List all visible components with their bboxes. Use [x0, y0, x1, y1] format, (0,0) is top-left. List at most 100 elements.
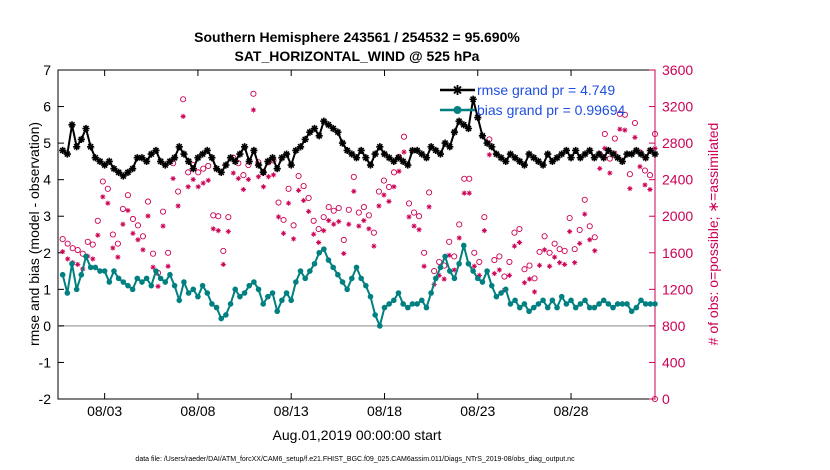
obs-possible-marker [74, 246, 81, 254]
obs-assimilated-marker [652, 145, 658, 151]
bias-point [297, 268, 304, 274]
rmse-point [483, 139, 491, 147]
obs-possible-marker [481, 214, 488, 221]
rmse-point [105, 157, 113, 165]
obs-possible-marker [446, 238, 453, 245]
right-tick-label: 1600 [662, 245, 693, 261]
x-axis: 08/03 08/08 08/13 08/18 08/23 08/28 [87, 70, 589, 419]
obs-assimilated-marker [215, 228, 221, 234]
bias-point [446, 268, 453, 274]
rmse-point [208, 154, 216, 162]
obs-assimilated-marker [511, 243, 518, 249]
bias-point [605, 301, 612, 307]
rmse-point [637, 150, 645, 158]
rmse-point [306, 128, 314, 136]
bias-point [325, 257, 332, 263]
obs-possible-marker [285, 185, 292, 192]
bias-point [563, 301, 570, 307]
obs-assimilated-marker [195, 184, 201, 190]
left-tick-label: 5 [43, 135, 51, 151]
obs-assimilated-marker [110, 245, 116, 251]
obs-possible-marker [581, 196, 588, 203]
bias-point [241, 290, 248, 296]
bias-point [549, 297, 556, 304]
obs-assimilated-marker [607, 170, 613, 176]
bias-point [377, 323, 383, 329]
bias-point [139, 279, 145, 285]
bias-point [190, 286, 197, 293]
obs-possible-marker [416, 213, 423, 220]
obs-possible-marker [365, 212, 372, 219]
obs-possible-marker [400, 133, 408, 140]
rmse-point [511, 154, 519, 162]
rmse-point [544, 150, 552, 158]
obs-assimilated-marker [225, 228, 231, 235]
rmse-point [278, 154, 286, 162]
rmse-point [581, 150, 589, 158]
right-tick-label: 2000 [662, 208, 693, 224]
bias-point [83, 253, 89, 260]
obs-assimilated-marker [100, 194, 106, 200]
bias-point [59, 271, 66, 278]
obs-possible-marker [421, 249, 428, 256]
bias-point [437, 264, 444, 271]
obs-possible-marker [144, 198, 152, 205]
bias-point [484, 268, 490, 274]
obs-possible-marker [476, 258, 483, 265]
obs-assimilated-marker [401, 149, 407, 155]
obs-assimilated-marker [466, 190, 472, 196]
rmse-point [380, 150, 389, 158]
bias-point [195, 293, 201, 300]
legend-bias-marker [453, 106, 462, 114]
obs-possible-marker [486, 136, 493, 143]
bias-point [134, 275, 141, 282]
obs-possible-marker [195, 169, 202, 176]
rmse-point [152, 146, 160, 155]
obs-assimilated-marker [306, 208, 312, 215]
obs-possible-marker [551, 240, 558, 247]
obs-assimilated-marker [587, 237, 593, 243]
rmse-point [651, 150, 659, 158]
bias-point [321, 246, 327, 252]
obs-assimilated-marker [285, 200, 292, 206]
x-tick-label: 08/13 [274, 403, 309, 419]
bias-point [628, 308, 635, 315]
bias-point [330, 264, 336, 271]
obs-assimilated-marker [316, 239, 322, 246]
right-tick-label: 2800 [662, 135, 693, 151]
right-tick-label: 0 [662, 391, 670, 407]
bias-point [391, 297, 397, 304]
bias-point [78, 271, 85, 278]
right-tick-label: 3600 [662, 62, 693, 78]
x-tick-label: 08/08 [180, 403, 215, 419]
bias-point [293, 279, 299, 285]
bias-point [120, 279, 127, 285]
rmse-point [413, 146, 421, 155]
obs-possible-marker [571, 246, 578, 253]
rmse-point [198, 150, 207, 158]
obs-assimilated-marker [356, 223, 362, 229]
obs-possible-marker [501, 273, 508, 280]
left-tick-label: 2 [43, 245, 51, 261]
rmse-point [180, 150, 188, 158]
rmse-point [147, 150, 155, 158]
left-y-axis-label: rmse and bias (model - observation) [26, 122, 42, 346]
rmse-point [357, 146, 365, 155]
obs-assimilated-marker [546, 263, 553, 269]
bias-point [101, 268, 108, 274]
obs-assimilated-marker [346, 221, 352, 227]
obs-assimilated-marker [245, 176, 251, 183]
bias-point [260, 301, 267, 307]
obs-assimilated-marker [376, 203, 382, 209]
obs-assimilated-marker [275, 214, 282, 220]
bias-point [157, 275, 164, 282]
bias-point [288, 297, 295, 304]
obs-possible-marker [506, 258, 513, 265]
obs-assimilated-marker [205, 177, 211, 183]
obs-possible-marker [240, 172, 247, 179]
obs-possible-marker [149, 250, 157, 257]
rmse-point [418, 150, 426, 158]
obs-assimilated-marker [557, 260, 563, 266]
rmse-point [273, 165, 281, 173]
bias-point [558, 293, 565, 300]
